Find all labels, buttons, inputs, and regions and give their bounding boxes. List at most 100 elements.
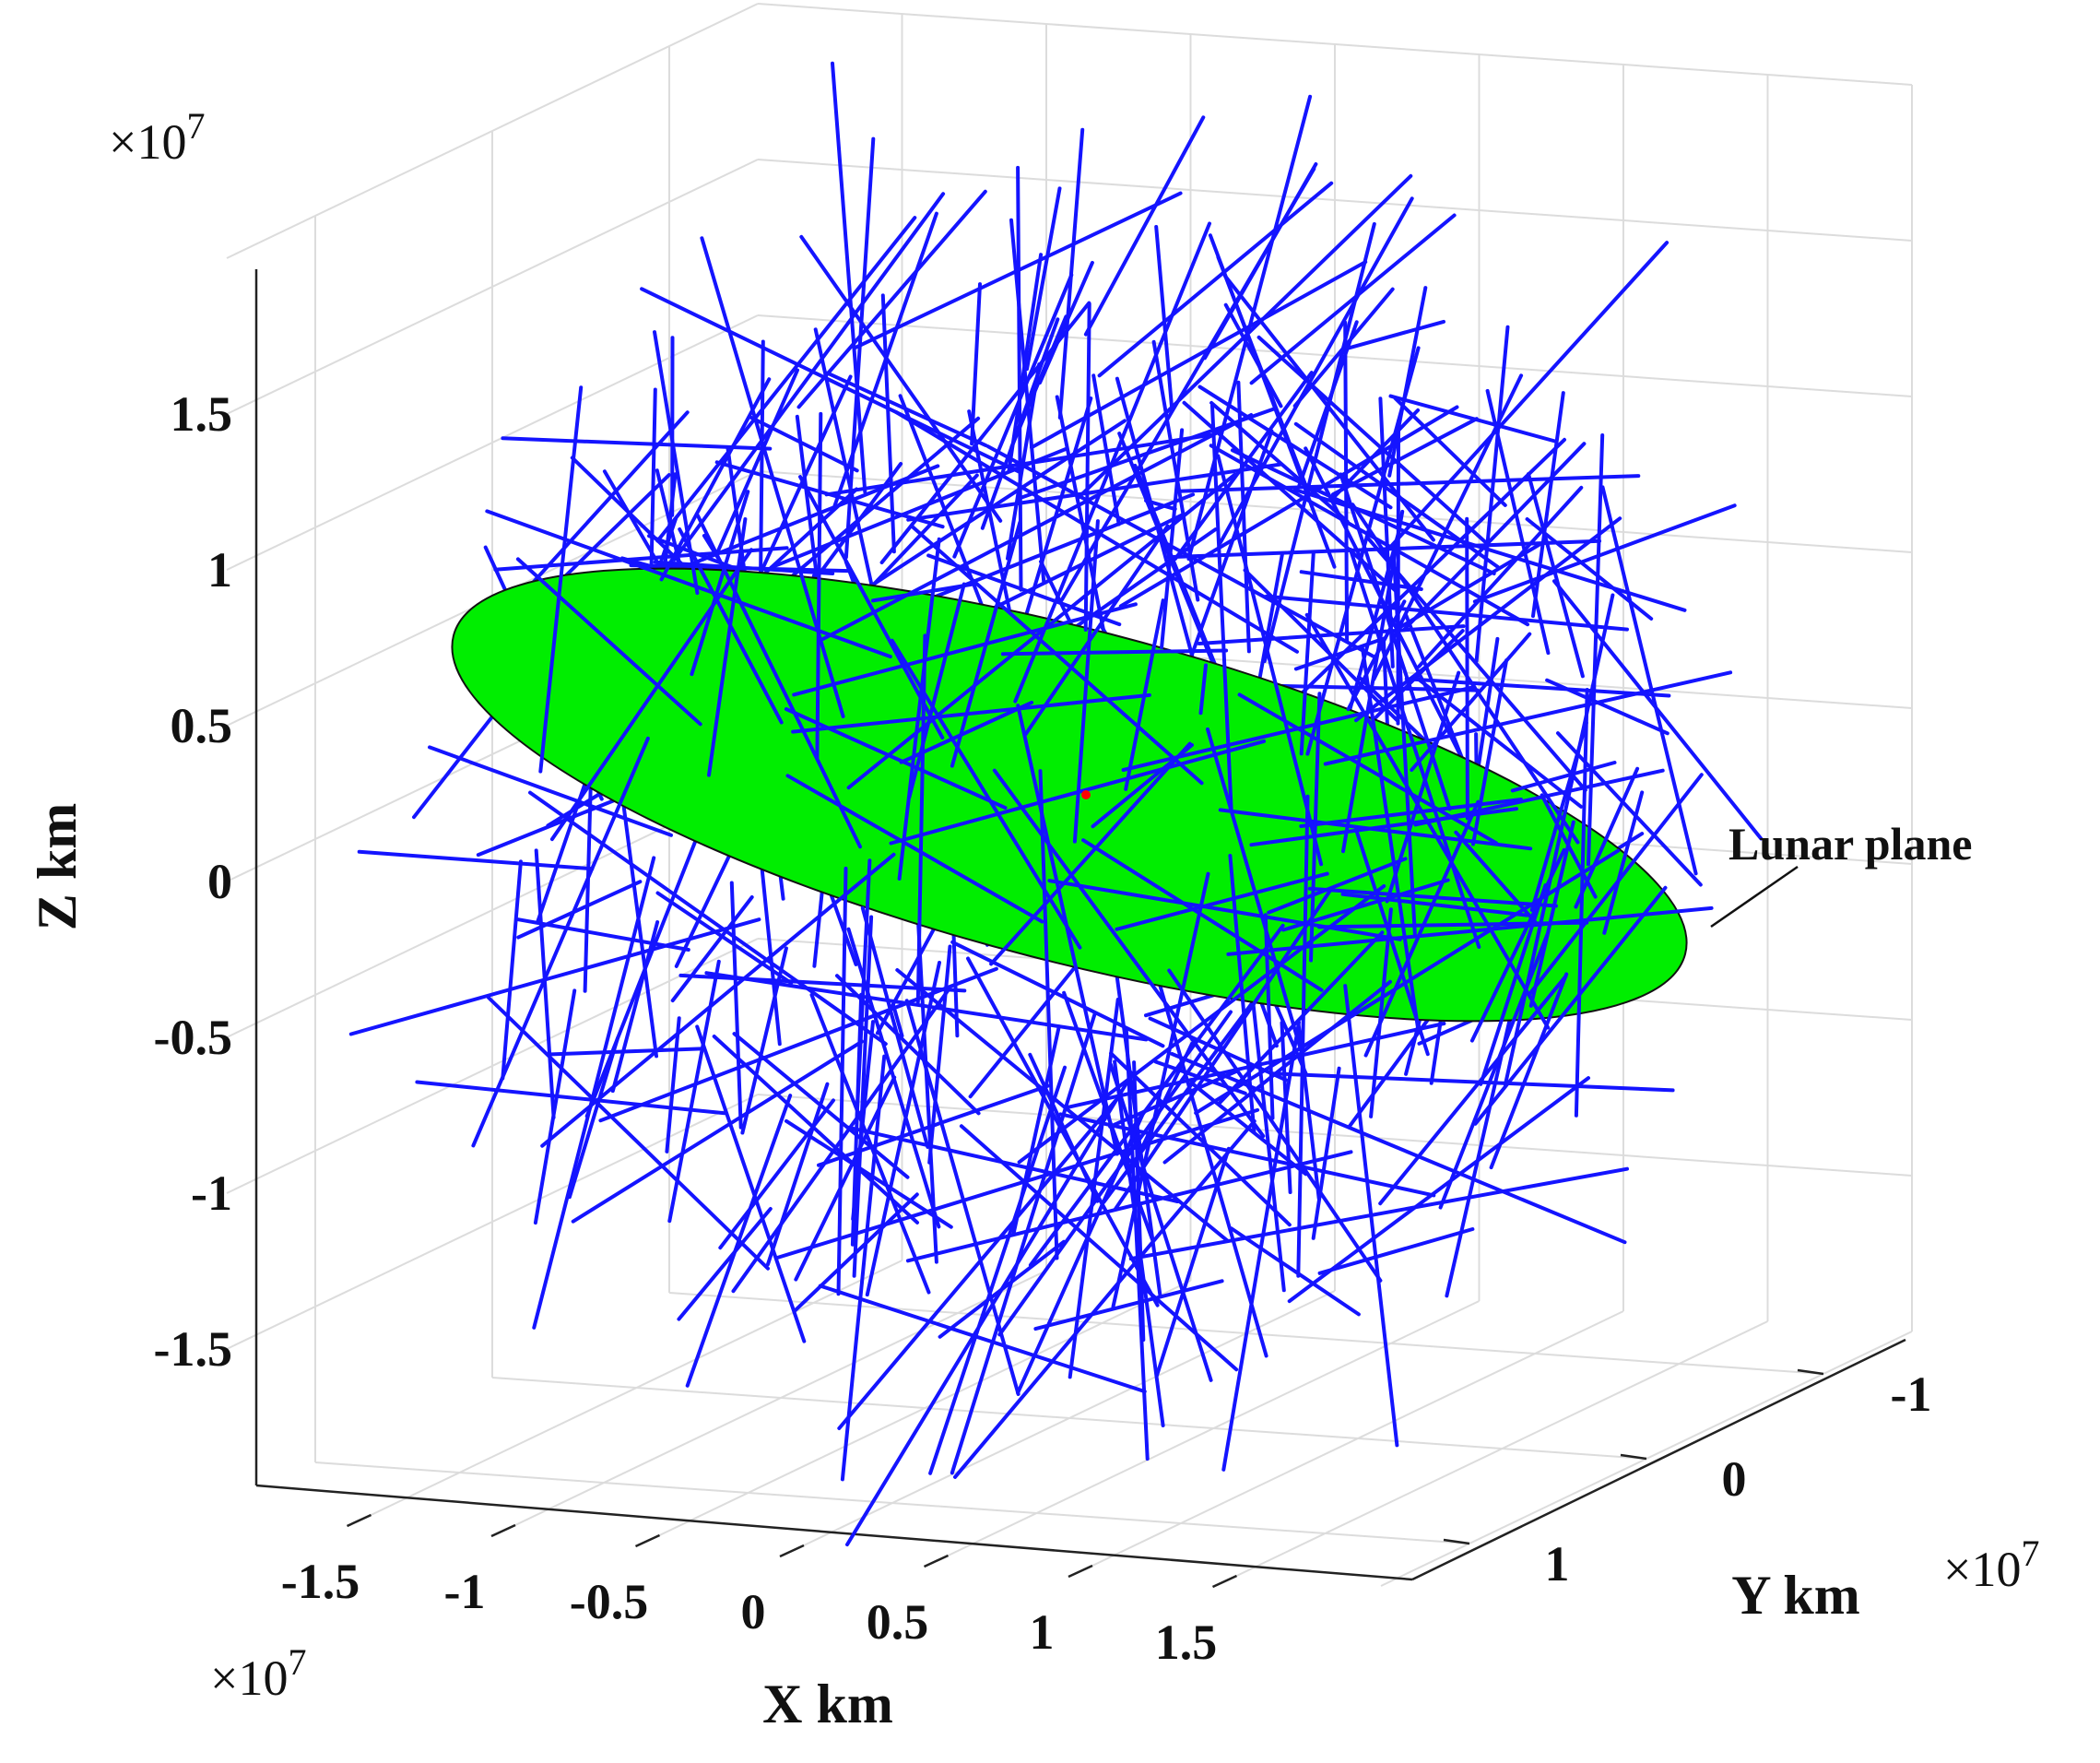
- trajectory-segment: [516, 880, 643, 940]
- trajectory-segment: [1176, 474, 1641, 493]
- trajectory-segment: [1323, 670, 1733, 766]
- x-tick-label: 0.5: [867, 1594, 929, 1650]
- grid-line: [226, 314, 759, 571]
- trajectory-segment: [904, 999, 1021, 1396]
- trajectory-segment: [538, 385, 584, 774]
- trajectory-segment: [1341, 509, 1405, 854]
- y-tick-labels: -1 0 1: [1545, 1367, 1932, 1591]
- tick-marks: [346, 1368, 1824, 1589]
- trajectory-segment: [1361, 646, 1421, 1035]
- trajectory-segment: [1269, 1071, 1675, 1093]
- trajectory-segment: [1113, 888, 1333, 1212]
- grid-line: [226, 3, 759, 259]
- trajectory-segment: [1267, 857, 1408, 915]
- y-tick-mark: [1620, 1453, 1647, 1461]
- trajectory-segment: [950, 520, 1022, 768]
- trajectory-segment: [1485, 388, 1551, 656]
- origin-marker: [1081, 790, 1091, 799]
- trajectory-segment: [1263, 913, 1275, 1120]
- trajectory-segment: [1197, 385, 1393, 510]
- x-tick-mark: [779, 1544, 805, 1558]
- trajectory-segment: [756, 416, 981, 607]
- trajectory-segment: [1528, 820, 1575, 1008]
- trajectory-segment: [1299, 550, 1315, 756]
- x-axis-label: X km: [762, 1674, 893, 1734]
- grid-line: [314, 1461, 1470, 1544]
- trajectory-segment: [487, 996, 770, 1271]
- trajectory-segment: [1402, 442, 1587, 632]
- trajectory-segment: [1144, 498, 1177, 512]
- trajectory-segment: [1489, 972, 1569, 1170]
- trajectory-segment: [1111, 871, 1210, 1309]
- x-tick-label: -1.5: [281, 1554, 360, 1609]
- grid-line: [491, 1377, 1647, 1460]
- trajectory-segment: [1343, 319, 1445, 351]
- trajectory-segment: [1016, 165, 1023, 592]
- trajectory-segment: [798, 475, 945, 740]
- trajectory-segment: [1297, 320, 1359, 489]
- trajectory-segment: [1311, 1066, 1341, 1240]
- trajectory-segment: [704, 971, 1149, 1042]
- trajectory-segment: [690, 490, 750, 677]
- trajectory-segment: [571, 1039, 865, 1224]
- z-tick-label: 1.5: [171, 386, 233, 442]
- trajectory-segment: [672, 192, 946, 562]
- x-tick-mark: [346, 1513, 372, 1528]
- trajectory-segment: [817, 1083, 1050, 1167]
- trajectory-segment: [1170, 1052, 1627, 1245]
- trajectory-segment: [1237, 692, 1499, 846]
- trajectory-segment: [785, 1118, 953, 1229]
- x-tick-label: 1: [1030, 1604, 1055, 1660]
- trajectory-segment: [846, 1125, 1180, 1203]
- trajectory-segment: [707, 517, 748, 777]
- y-axis-line: [1411, 1338, 1906, 1581]
- trajectory-segment: [970, 282, 982, 446]
- trajectory-segment: [1343, 984, 1399, 1448]
- trajectory-segment: [428, 745, 673, 837]
- trajectory-segment: [534, 848, 556, 1119]
- trajectory-segment: [485, 509, 892, 659]
- trajectory-segment: [1124, 1029, 1150, 1461]
- trajectory-segment: [852, 915, 874, 1278]
- trajectory-segment: [685, 1094, 793, 1388]
- trajectory-segment: [844, 136, 876, 560]
- trajectory-segment: [1299, 798, 1523, 828]
- trajectory-segment: [1038, 769, 1059, 1260]
- trajectory-segment: [1160, 428, 1185, 650]
- x-tick-label: -0.5: [570, 1574, 648, 1629]
- trajectory-segment: [659, 377, 772, 582]
- trajectory-segment: [1186, 94, 1313, 562]
- trajectory-segment: [928, 1065, 1067, 1475]
- z-exponent-label: ×107: [109, 105, 205, 170]
- trajectory-segment: [533, 988, 577, 1225]
- trajectory-segment: [1226, 905, 1714, 956]
- trajectory-segment: [1388, 394, 1557, 444]
- trajectory-segment: [1472, 503, 1737, 604]
- trajectory-segment: [938, 1239, 1066, 1339]
- x-tick-label: 1.5: [1155, 1615, 1218, 1670]
- trajectory-segment: [729, 881, 743, 1130]
- trajectory-segment: [1185, 429, 1274, 671]
- trajectory-segment: [1287, 1076, 1590, 1304]
- grid-line: [757, 3, 1913, 86]
- trajectory-segment: [1115, 871, 1329, 931]
- trajectory-segment: [501, 436, 773, 451]
- trajectory-segment: [1083, 302, 1091, 632]
- trajectory-segment: [825, 371, 988, 448]
- trajectory-segment: [959, 1124, 1239, 1372]
- trajectory-segment: [835, 974, 981, 1116]
- trajectory-segment: [1154, 225, 1174, 411]
- trajectory-segment: [765, 1082, 830, 1267]
- trajectory-segment: [1097, 181, 1334, 378]
- trajectory-segment: [655, 216, 917, 543]
- trajectory-segment: [749, 415, 859, 473]
- trajectory-segment: [549, 1047, 703, 1057]
- trajectory-segment: [865, 961, 941, 1297]
- trajectory-segment: [910, 525, 1204, 786]
- trajectory-segment: [677, 1207, 773, 1321]
- trajectory-segment: [1353, 827, 1430, 1057]
- trajectory-segment: [1317, 1227, 1475, 1275]
- trajectory-segment: [653, 560, 835, 575]
- trajectory-segment: [1058, 1112, 1436, 1198]
- trajectory-segment: [640, 287, 1022, 475]
